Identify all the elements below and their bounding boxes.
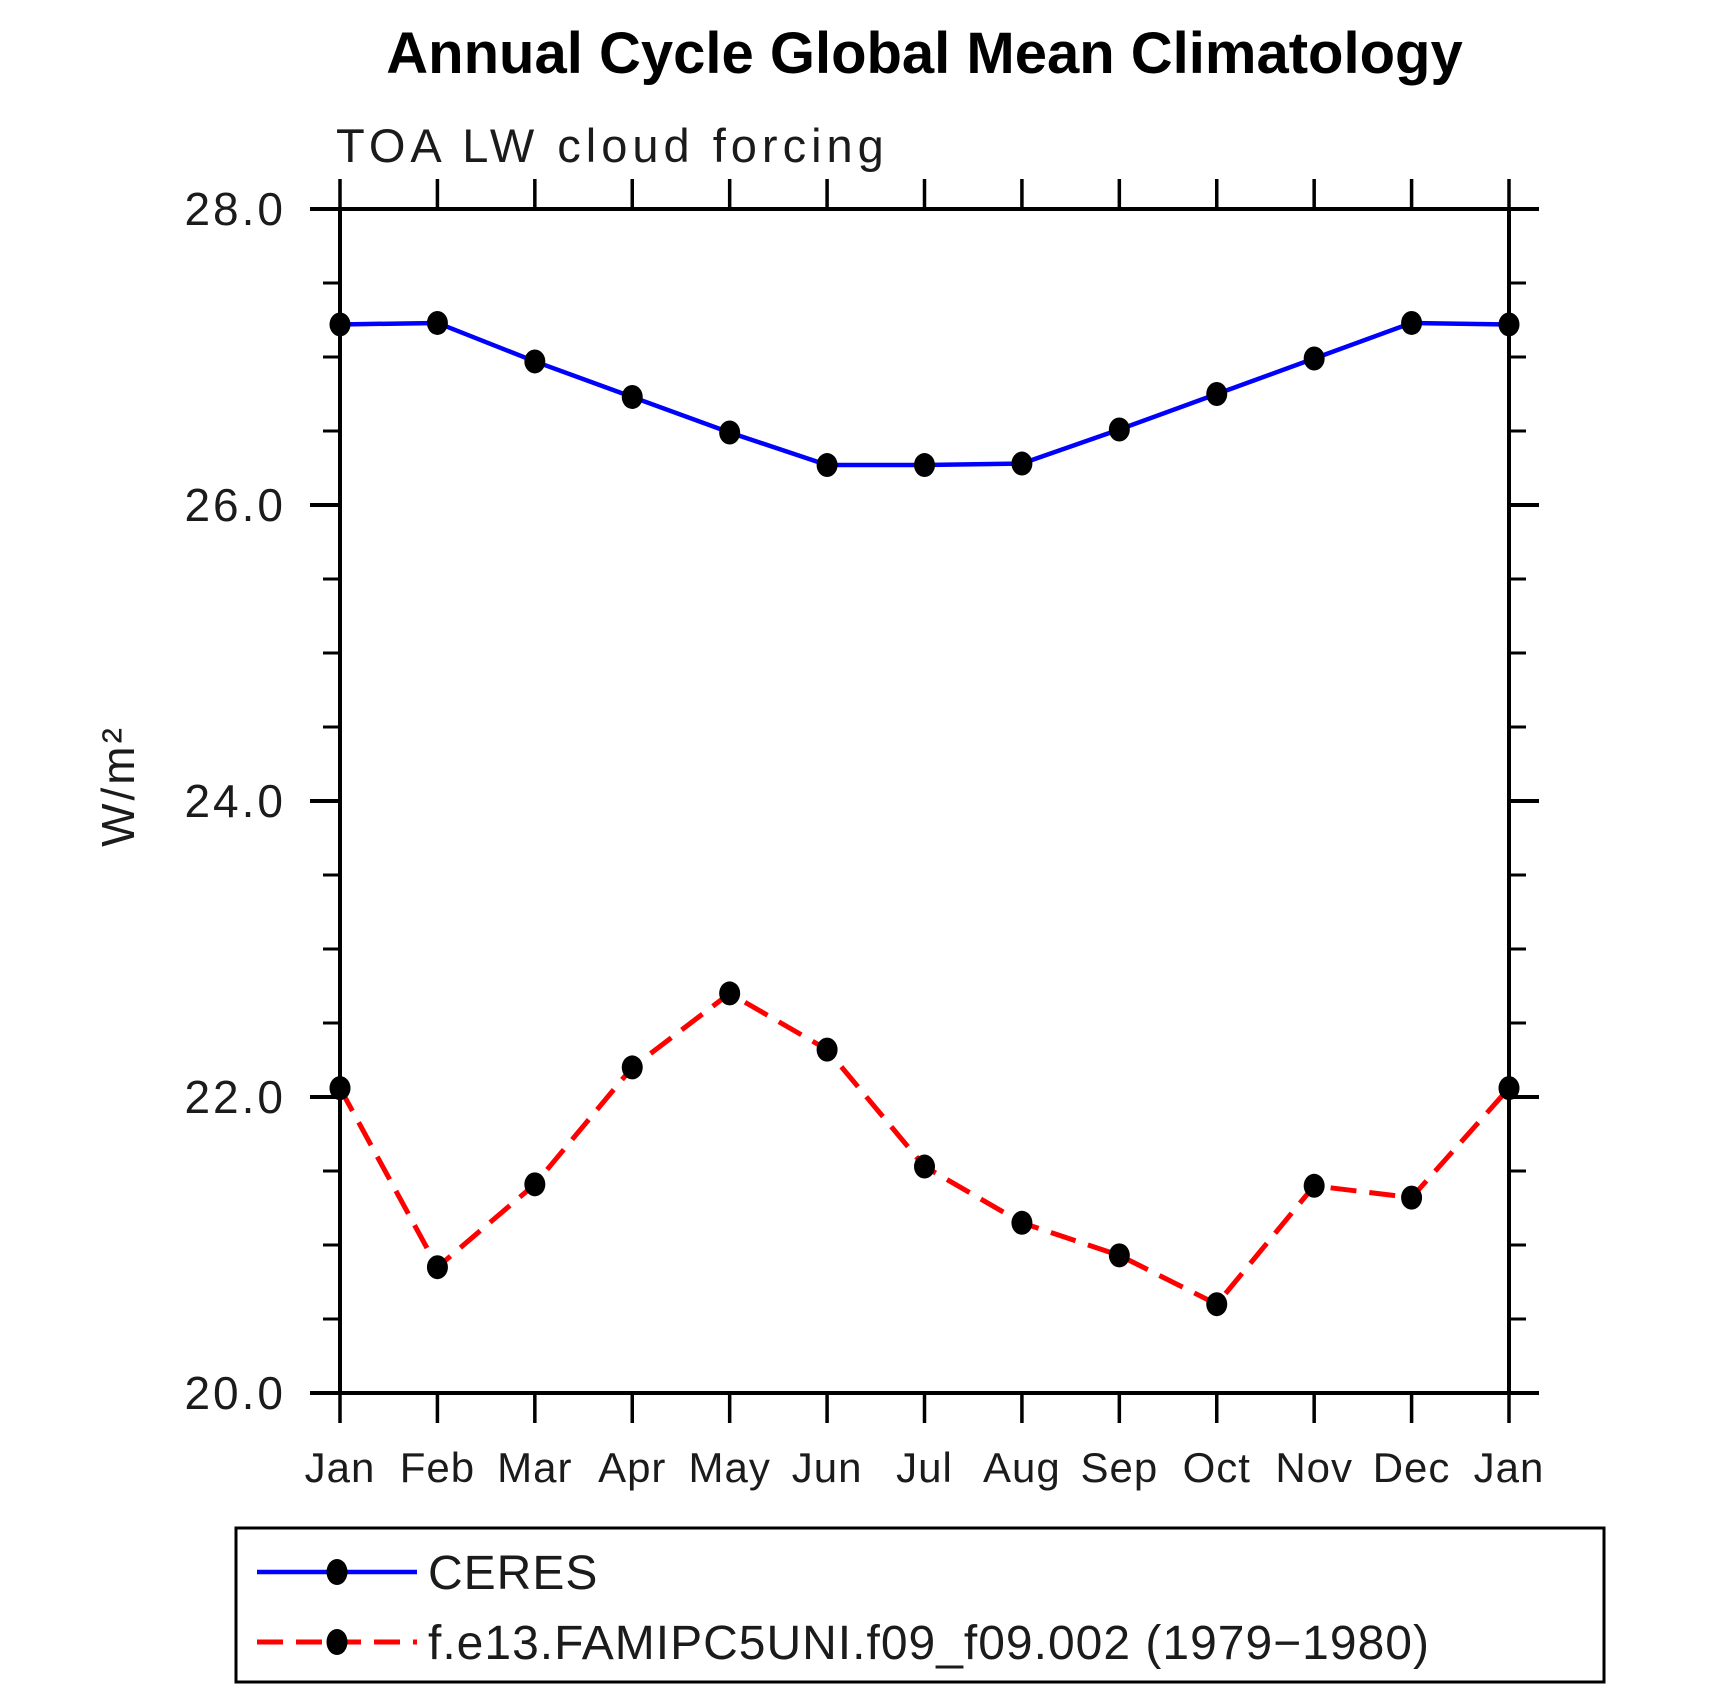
model-marker	[621, 1055, 643, 1080]
month-label: Jan	[305, 1444, 376, 1491]
ceres-marker	[1401, 310, 1423, 335]
ceres-marker	[719, 420, 741, 445]
month-label: Feb	[400, 1444, 475, 1491]
legend-label-model: f.e13.FAMIPC5UNI.f09_f09.002 (1979−1980)	[428, 1617, 1430, 1670]
ceres-marker	[816, 453, 838, 478]
model-marker	[914, 1154, 935, 1179]
chart-title: Annual Cycle Global Mean Climatology	[386, 21, 1463, 86]
ceres-marker	[329, 312, 351, 337]
month-label: Sep	[1080, 1444, 1158, 1491]
y-axis-tick-label: 28.0	[184, 183, 286, 235]
model-line	[337, 990, 1511, 1308]
ceres-marker	[524, 349, 546, 374]
ceres-marker	[426, 310, 448, 335]
month-label: Apr	[598, 1444, 666, 1491]
ceres-marker	[914, 453, 935, 478]
model-marker	[719, 981, 741, 1006]
month-label: Dec	[1373, 1444, 1451, 1491]
model-marker	[1011, 1210, 1033, 1235]
model-marker	[1108, 1243, 1130, 1268]
model-marker	[816, 1037, 838, 1062]
legend-box	[234, 1526, 1606, 1684]
legend-ceres-marker	[326, 1559, 348, 1585]
month-label: Aug	[983, 1444, 1061, 1491]
model-marker	[524, 1172, 546, 1197]
month-label: Jun	[792, 1444, 863, 1491]
month-label: Mar	[497, 1444, 572, 1491]
ceres-marker	[1206, 382, 1228, 406]
y-axis-tick-label: 24.0	[184, 775, 286, 827]
y-axis-tick-label: 22.0	[184, 1071, 286, 1123]
model-marker	[1401, 1185, 1423, 1210]
legend-label-ceres: CERES	[428, 1547, 598, 1600]
model-marker	[426, 1255, 448, 1280]
month-label: Jan	[1474, 1444, 1545, 1491]
model-marker	[1498, 1076, 1520, 1101]
month-label: Jul	[896, 1444, 953, 1491]
month-label: May	[688, 1444, 770, 1491]
ceres-marker	[1498, 312, 1520, 337]
ceres-marker	[621, 384, 643, 409]
plot-frame	[338, 207, 1511, 1395]
chart-subtitle: TOA LW cloud forcing	[336, 119, 889, 172]
model-marker	[1303, 1173, 1325, 1198]
legend-model-marker	[326, 1629, 348, 1655]
model-marker	[329, 1076, 351, 1101]
ceres-marker	[1108, 417, 1130, 442]
ceres-marker	[1011, 451, 1033, 476]
month-label: Oct	[1183, 1444, 1251, 1491]
ceres-marker	[1303, 346, 1325, 371]
model-marker	[1206, 1292, 1228, 1317]
y-axis-tick-label: 20.0	[184, 1367, 286, 1419]
month-label: Nov	[1275, 1444, 1353, 1491]
y-axis-tick-label: 26.0	[184, 479, 286, 531]
ceres-line	[339, 320, 1510, 468]
